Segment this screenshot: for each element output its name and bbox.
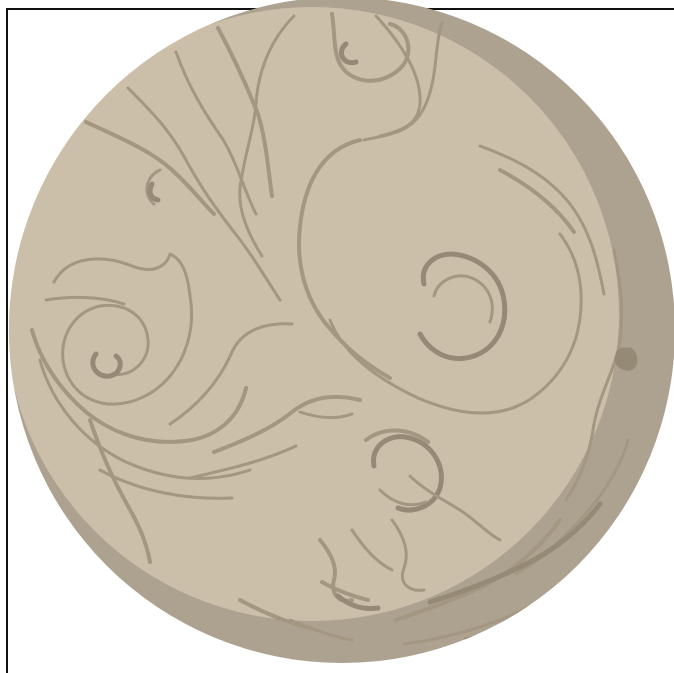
swirl-line bbox=[432, 274, 494, 324]
swirl-line-dark bbox=[427, 501, 603, 605]
swirl-line bbox=[320, 580, 370, 602]
swirl-line bbox=[126, 86, 282, 302]
swirl-line bbox=[330, 12, 411, 83]
swirl-line-dark bbox=[614, 347, 638, 371]
planet-lit-face bbox=[9, 7, 619, 621]
planet-swirl-bands bbox=[30, 12, 638, 646]
swirl-line bbox=[408, 474, 502, 542]
swirl-line-dark bbox=[339, 41, 359, 66]
swirl-line bbox=[498, 168, 576, 234]
swirl-line bbox=[298, 410, 354, 420]
swirl-line bbox=[212, 394, 362, 454]
swirl-line bbox=[98, 468, 234, 500]
swirl-line-dark bbox=[371, 434, 444, 513]
swirl-line-dark bbox=[335, 593, 381, 611]
swirl-line bbox=[390, 518, 426, 592]
swirl-line bbox=[174, 50, 258, 216]
swirl-line bbox=[362, 20, 444, 142]
swirl-line-dark bbox=[147, 181, 161, 203]
swirl-line bbox=[478, 144, 606, 296]
swirl-line bbox=[350, 528, 394, 572]
swirl-line bbox=[168, 322, 294, 426]
swirl-line bbox=[564, 248, 624, 502]
frame-left-border bbox=[6, 8, 8, 673]
swirl-line bbox=[238, 14, 296, 258]
swirl-line bbox=[328, 232, 583, 415]
swirl-line bbox=[38, 358, 252, 480]
swirl-line bbox=[30, 328, 248, 444]
swirl-line-dark bbox=[417, 251, 508, 362]
swirl-line bbox=[88, 418, 152, 564]
swirl-line bbox=[188, 444, 298, 480]
swirl-line-dark bbox=[90, 351, 123, 379]
swirl-line bbox=[44, 295, 126, 306]
swirl-line bbox=[378, 488, 428, 507]
swirl-line bbox=[216, 26, 274, 198]
swirl-line bbox=[84, 120, 216, 216]
swirl-line bbox=[145, 168, 162, 206]
swirl-line bbox=[394, 518, 562, 622]
swirl-line bbox=[364, 428, 430, 444]
swirl-line bbox=[238, 598, 312, 630]
swirl-line bbox=[52, 252, 194, 406]
